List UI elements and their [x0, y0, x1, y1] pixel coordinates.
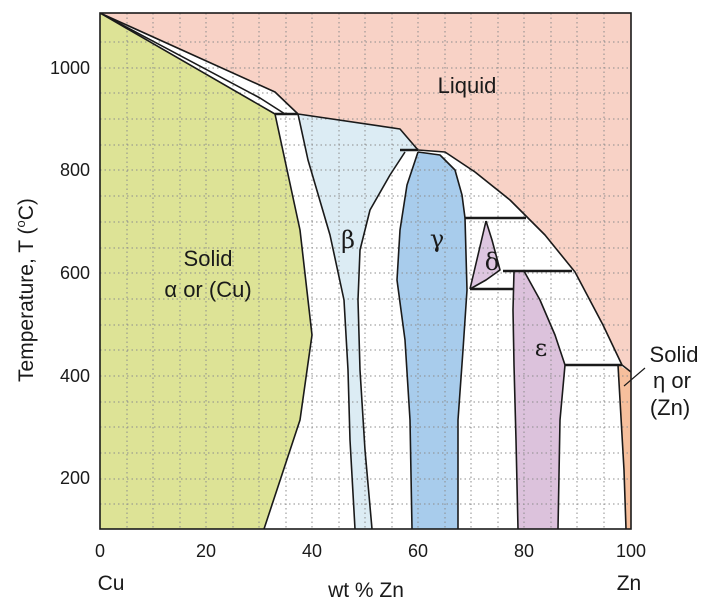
gamma-region [397, 152, 467, 529]
y-axis-title-superscript: o [13, 220, 28, 227]
alpha-label-line1: Solid [184, 246, 233, 271]
x-axis-title: wt % Zn [327, 579, 404, 602]
delta-label: δ [485, 248, 499, 276]
eta-label-line3: (Zn) [650, 395, 690, 420]
eta-region [618, 365, 631, 529]
y-tick-label: 600 [60, 263, 90, 283]
y-tick-label: 1000 [50, 58, 90, 78]
phase-labels: Liquid Solid α or (Cu) β γ δ ε Solid η o… [164, 73, 698, 420]
y-axis-title: Temperature, T (oC) [13, 198, 38, 382]
x-tick-label: 20 [196, 541, 216, 561]
y-axis: 200 400 600 800 1000 Temperature, T (oC) [13, 58, 90, 488]
x-tick-label: 100 [616, 541, 646, 561]
y-tick-label: 200 [60, 468, 90, 488]
y-axis-title-unit: C) [15, 198, 38, 220]
x-tick-label: 60 [408, 541, 428, 561]
gamma-label: γ [430, 225, 444, 253]
isotherm-lines [275, 112, 622, 367]
x-tick-label: 80 [514, 541, 534, 561]
eta-label-line2: η or [653, 368, 691, 393]
alpha-label-line2: α or (Cu) [164, 277, 251, 302]
eta-label-line1: Solid [650, 342, 699, 367]
x-tick-label: 0 [95, 541, 105, 561]
epsilon-region [513, 271, 565, 529]
delta-region [470, 221, 500, 289]
liquid-label: Liquid [438, 73, 497, 98]
plot-frame [99, 12, 632, 530]
x-axis: 0 20 40 60 80 100 Cu Zn wt % Zn [95, 541, 646, 602]
x-right-component: Zn [617, 572, 642, 595]
x-left-component: Cu [98, 572, 125, 595]
beta-label: β [341, 226, 355, 254]
y-tick-label: 800 [60, 160, 90, 180]
eta-leader-line [623, 367, 646, 387]
epsilon-label: ε [535, 334, 547, 362]
x-tick-label: 40 [302, 541, 322, 561]
y-axis-title-main: Temperature, T ( [15, 227, 38, 381]
y-tick-label: 400 [60, 366, 90, 386]
